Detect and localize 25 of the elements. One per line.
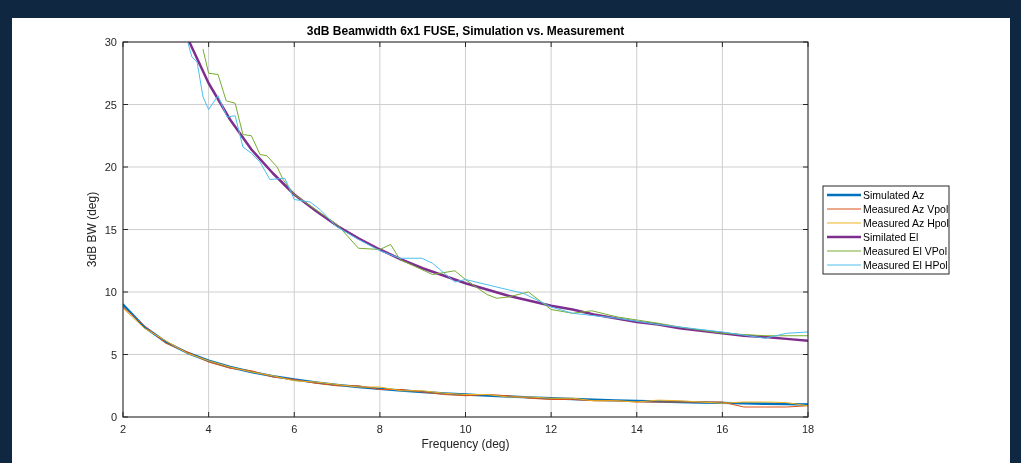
legend-label: Similated El [863,231,919,243]
x-tick-label: 12 [545,423,558,435]
y-tick-label: 30 [104,36,117,48]
legend-label: Simulated Az [863,189,925,201]
y-tick-label: 15 [104,223,117,236]
x-tick-label: 6 [291,423,298,435]
y-axis-title: 3dB BW (deg) [85,191,99,268]
y-tick-label: 10 [104,286,117,298]
x-tick-label: 2 [119,423,127,435]
legend-label: Measured Az Vpol [863,203,949,215]
y-tick-label: 5 [110,348,117,361]
x-tick-label: 16 [716,423,729,435]
x-axis-title: Frequency (deg) [421,437,510,451]
x-tick-label: 10 [459,423,472,435]
x-tick-label: 14 [630,423,643,435]
y-tick-label: 20 [104,161,117,173]
legend-label: Measured Az Hpol [863,217,949,229]
x-tick-label: 8 [376,423,383,435]
x-tick-label: 4 [205,423,212,435]
y-tick-label: 0 [110,411,117,423]
legend-label: Measured El VPol [863,245,948,257]
x-tick-label: 18 [801,423,815,435]
legend-label: Measured El HPol [863,259,948,271]
y-tick-label: 25 [104,98,117,111]
chart-title: 3dB Beamwidth 6x1 FUSE, Simulation vs. Measurement [306,24,625,38]
